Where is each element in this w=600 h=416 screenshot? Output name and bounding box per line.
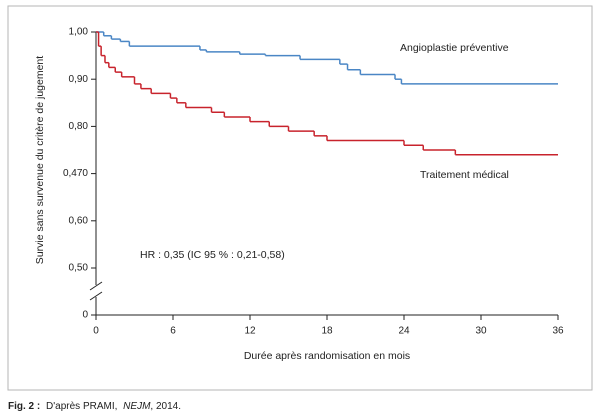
axis-break <box>89 291 103 301</box>
x-tick-label: 18 <box>321 326 333 337</box>
series-label: Traitement médical <box>420 169 509 181</box>
axis-break <box>89 281 103 291</box>
chart-frame <box>7 5 593 391</box>
x-tick-label: 24 <box>398 326 410 337</box>
y-axis-label: Survie sans survenue du critère de jugem… <box>34 56 46 264</box>
y-tick-label: 0,50 <box>69 263 89 274</box>
x-tick-label: 36 <box>552 326 564 337</box>
y-tick-label: 0 <box>82 310 88 321</box>
caption-text: D'après PRAMI, <box>46 401 117 412</box>
caption-year: , 2014. <box>150 401 181 412</box>
series-label: Angioplastie préventive <box>400 42 509 54</box>
caption-label: Fig. 2 : <box>8 401 40 412</box>
x-tick-label: 12 <box>244 326 256 337</box>
y-tick-label: 1,00 <box>69 27 89 38</box>
caption: Fig. 2 : D'après PRAMI, NEJM, 2014. <box>8 401 181 412</box>
x-tick-label: 0 <box>93 326 99 337</box>
y-tick-label: 0,60 <box>69 215 89 226</box>
y-tick-label: 0,470 <box>63 168 88 179</box>
x-tick-label: 6 <box>170 326 176 337</box>
x-axis-label: Durée après randomisation en mois <box>244 350 410 362</box>
y-tick-label: 0,80 <box>69 121 89 132</box>
y-tick-label: 0,90 <box>69 74 89 85</box>
caption-journal: NEJM <box>123 401 151 412</box>
annotation: HR : 0,35 (IC 95 % : 0,21-0,58) <box>140 249 285 261</box>
x-tick-label: 30 <box>475 326 487 337</box>
